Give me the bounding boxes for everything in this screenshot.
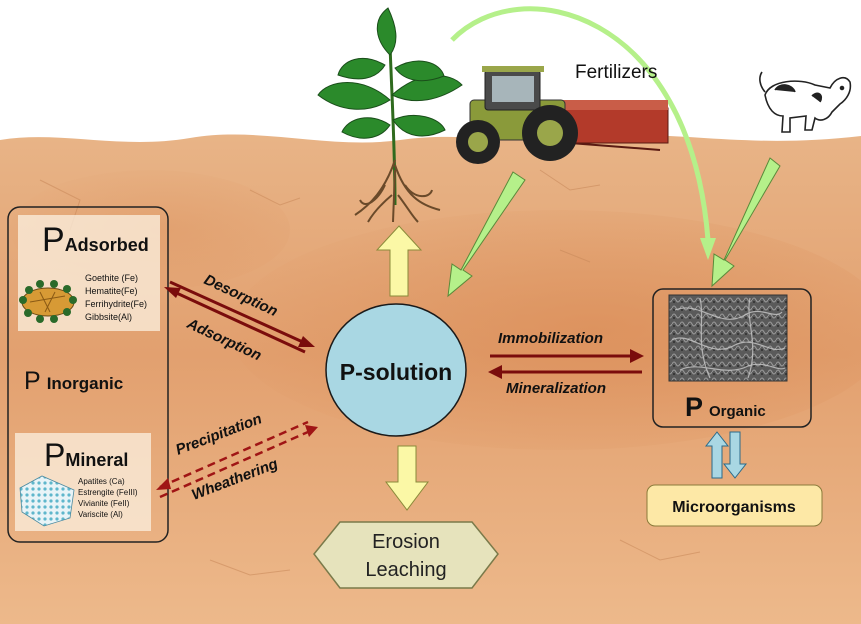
mineral-list: Apatites (Ca) Estrengite (FeIII) Viviani… [78, 477, 138, 519]
organic-up-arrow [704, 431, 730, 479]
weathering-arrow [159, 425, 318, 499]
mineral-item: Apatites (Ca) [78, 477, 125, 486]
manure-arrow [711, 157, 781, 288]
mineralization-label: Mineralization [506, 380, 606, 397]
p-organic-box [652, 288, 812, 428]
adsorbed-mineral-item: Goethite (Fe) [85, 273, 138, 283]
erosion-label: Erosion [372, 531, 440, 553]
adsorbed-mineral-item: Gibbsite(Al) [85, 312, 132, 322]
fertilizers-label: Fertilizers [575, 62, 657, 83]
mineral-item: Estrengite (FeIII) [78, 488, 138, 497]
mineral-lattice-illustration [19, 475, 75, 527]
fertilizer-arc-arrow [450, 6, 711, 241]
plant-uptake-arrow [375, 225, 423, 297]
microorganisms-label: Microorganisms [672, 499, 796, 516]
adsorbed-mineral-illustration [19, 280, 77, 323]
p-mineral-heading: PMineral [44, 437, 128, 473]
adsorbed-mineral-item: Ferrihydrite(Fe) [85, 299, 147, 309]
organic-micrograph [668, 294, 788, 382]
adsorbed-mineral-item: Hematite(Fe) [85, 286, 138, 296]
p-solution-label: P-solution [340, 359, 452, 385]
p-organic-heading: P Organic [685, 392, 766, 422]
organic-down-arrow [722, 431, 748, 479]
mineralization-arrow [488, 365, 642, 379]
p-adsorbed-heading: PAdsorbed [42, 221, 149, 259]
micrograph-fibres [671, 297, 786, 379]
adsorption-arrow [164, 287, 306, 354]
leaching-label: Leaching [365, 559, 446, 581]
immobilization-arrow [490, 349, 644, 363]
desorption-arrow [169, 280, 315, 347]
mineral-item: Variscite (Al) [78, 510, 123, 519]
erosion-leaching-box [313, 521, 499, 589]
soil-cracks [39, 169, 701, 576]
immobilization-label: Immobilization [498, 330, 603, 347]
precipitation-arrow [156, 420, 309, 490]
cow-icon [759, 71, 852, 133]
microorganisms-box [646, 484, 823, 527]
adsorbed-mineral-list: Goethite (Fe) Hematite(Fe) Ferrihydrite(… [85, 273, 147, 322]
mineral-item: Vivianite (FeII) [78, 499, 130, 508]
p-inorganic-heading: P Inorganic [24, 367, 123, 395]
erosion-arrow [385, 445, 429, 511]
p-inorganic-box [7, 206, 169, 543]
plant-roots [354, 159, 441, 223]
p-solution-circle [325, 303, 467, 437]
fertilizer-arrow [447, 171, 526, 298]
tractor-icon [456, 66, 669, 164]
plant-icon [317, 7, 463, 206]
